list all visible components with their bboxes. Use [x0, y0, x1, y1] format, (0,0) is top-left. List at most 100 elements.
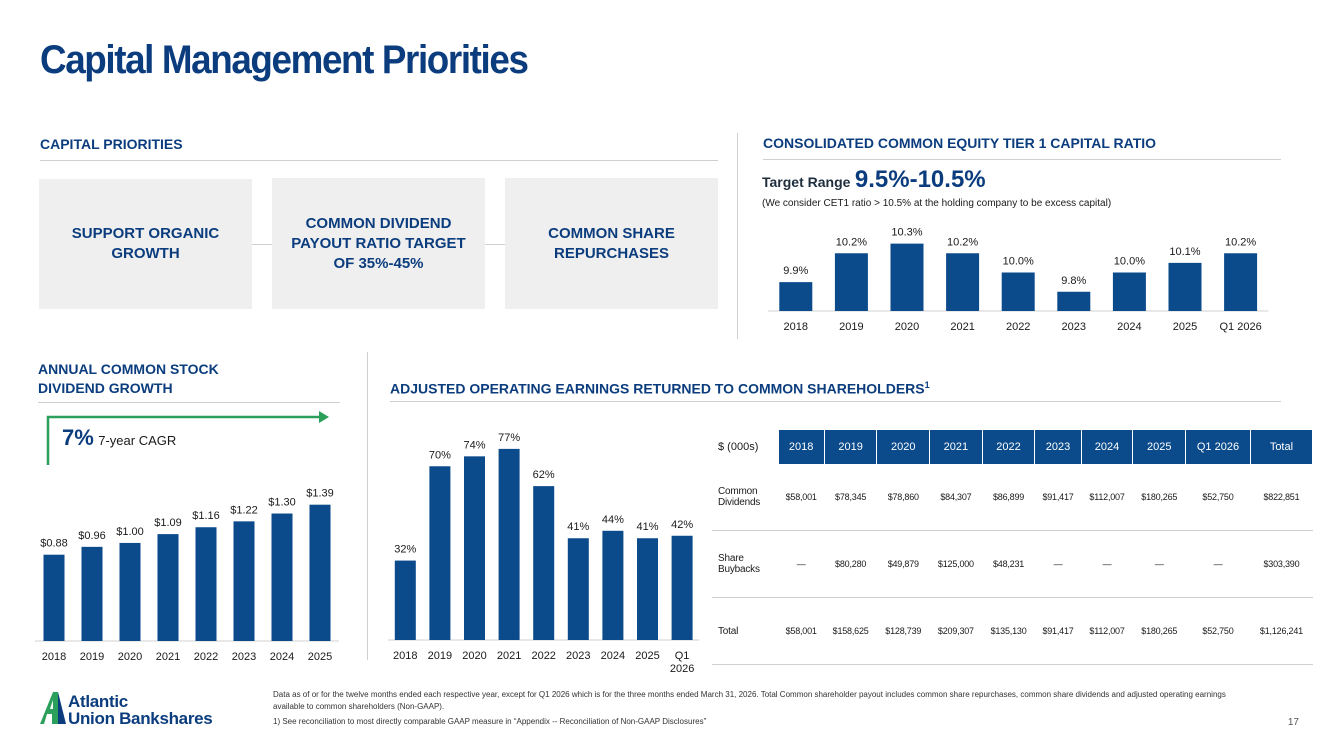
table-cell: $52,750 — [1185, 464, 1251, 531]
dividend-heading-line1: ANNUAL COMMON STOCK — [38, 361, 219, 377]
table-cell: $135,130 — [982, 597, 1035, 665]
table-row: Common Dividends $58,001 $78,345 $78,860 $84… — [712, 464, 1313, 531]
table-cell: $112,007 — [1081, 464, 1133, 531]
x-tick-label: 2019 — [80, 651, 104, 663]
bar — [271, 513, 293, 641]
table-cell: $52,750 — [1185, 597, 1251, 665]
bar-value-label: $1.00 — [116, 526, 144, 538]
column-header: 2021 — [929, 430, 983, 464]
logo-line1: Atlantic — [68, 692, 128, 711]
priority-label: SUPPORT ORGANIC GROWTH — [71, 225, 220, 262]
x-tick-label: Q1 2026 — [1219, 321, 1261, 333]
bar — [834, 253, 868, 311]
cet1-chart: 9.9% 2018 10.2% 2019 10.3% 2020 10.2% 2021 10.0%… — [768, 227, 1269, 333]
table-cell: — — [1034, 530, 1082, 598]
x-tick-label: 2025 — [635, 650, 659, 662]
bar-value-label: $1.09 — [154, 517, 182, 529]
priority-label: COMMON DIVIDEND PAYOUT RATIO TARGET OF 3… — [291, 214, 466, 272]
bar — [43, 554, 65, 641]
column-header: Total — [1250, 430, 1314, 464]
table-cell: $822,851 — [1250, 464, 1313, 531]
bar — [464, 456, 485, 640]
x-tick-label: 2020 — [895, 321, 919, 333]
bar — [779, 282, 813, 311]
column-header: 2024 — [1081, 430, 1134, 464]
bar-value-label: $1.16 — [192, 510, 220, 522]
table-cell: $91,417 — [1034, 464, 1082, 531]
table-row: Share Buybacks — $80,280 $49,879 $125,000 $48… — [712, 530, 1313, 598]
x-tick-label: 2018 — [393, 650, 417, 662]
table-cell: $180,265 — [1132, 597, 1186, 665]
logo-line2: Union Bankshares — [68, 709, 213, 728]
bar-value-label: 44% — [602, 514, 624, 526]
footnote-line1: Data as of or for the twelve months ende… — [273, 690, 1226, 711]
x-tick-label: 2022 — [194, 651, 218, 663]
bar — [890, 243, 924, 311]
bar-value-label: 9.8% — [1061, 275, 1086, 287]
table-cell: $128,739 — [876, 597, 930, 665]
table-cell: — — [1185, 530, 1251, 598]
x-tick-label: 2018 — [784, 321, 808, 333]
table-cell: $58,001 — [778, 597, 825, 665]
x-tick-label: 2020 — [462, 650, 486, 662]
table-cell: $48,231 — [982, 530, 1035, 598]
priority-box-organic-growth: SUPPORT ORGANIC GROWTH — [39, 179, 252, 309]
x-tick-label: 2025 — [308, 651, 332, 663]
bar-value-label: 77% — [498, 432, 520, 444]
table-cell: — — [1132, 530, 1186, 598]
table-cell: — — [778, 530, 825, 598]
bar — [671, 535, 693, 640]
x-tick-label: 2021 — [950, 321, 974, 333]
table-cell: $84,307 — [929, 464, 983, 531]
bar-value-label: 42% — [671, 519, 693, 531]
priority-label: COMMON SHARE REPURCHASES — [548, 224, 675, 262]
target-range: Target Range 9.5%-10.5% — [762, 166, 986, 194]
bar — [533, 486, 555, 640]
priority-box-share-repurchases: COMMON SHARE REPURCHASES — [505, 178, 718, 309]
earnings-table: $ (000s) 2018 2019 2020 2021 2022 2023 2024 2025… — [712, 430, 1314, 665]
target-range-value: 9.5%-10.5% — [854, 166, 986, 193]
earnings-heading: ADJUSTED OPERATING EARNINGS RETURNED TO … — [390, 376, 930, 399]
x-tick-label: 2022 — [1006, 321, 1030, 333]
table-cell: $125,000 — [929, 530, 983, 598]
bar-value-label: $0.96 — [78, 530, 106, 542]
earnings-heading-text: ADJUSTED OPERATING EARNINGS RETURNED TO … — [390, 380, 925, 397]
x-tick-label: 2021 — [156, 651, 180, 663]
table-cell: $158,625 — [824, 597, 877, 665]
x-tick-label: 2019 — [839, 321, 863, 333]
bar — [602, 530, 624, 640]
column-header: 2023 — [1034, 430, 1082, 464]
table-cell: Common Dividends — [712, 464, 778, 531]
table-cell: Total — [712, 597, 778, 665]
x-tick-label: 2023 — [232, 651, 256, 663]
divider — [40, 160, 718, 161]
table-body: Common Dividends $58,001 $78,345 $78,860 $84… — [712, 464, 1313, 665]
capital-priorities-heading: CAPITAL PRIORITIES — [40, 136, 183, 152]
bar-value-label: $1.22 — [230, 504, 258, 516]
table-cell: $112,007 — [1081, 597, 1133, 665]
bar-value-label: 10.0% — [1114, 256, 1145, 268]
column-header: 2025 — [1132, 430, 1187, 464]
x-tick-label: Q1 — [675, 650, 690, 662]
bar-value-label: 10.3% — [891, 227, 922, 239]
bar — [1112, 272, 1146, 311]
table-cell: $80,280 — [824, 530, 877, 598]
column-header: 2018 — [778, 430, 825, 464]
bar — [498, 448, 520, 640]
cagr-value: 7% — [62, 425, 94, 450]
cagr-label: 7-year CAGR — [98, 433, 177, 448]
logo-mark-icon — [40, 692, 66, 724]
cagr: 7% 7-year CAGR — [62, 425, 176, 451]
x-tick-label: 2021 — [497, 650, 521, 662]
footnote: Data as of or for the twelve months ende… — [273, 689, 1233, 728]
bar — [429, 466, 451, 640]
x-tick-label: 2018 — [42, 651, 66, 663]
bar-value-label: 10.2% — [836, 236, 867, 248]
x-tick-label: 2024 — [601, 650, 625, 662]
divider — [737, 133, 738, 339]
bar-value-label: 70% — [429, 449, 451, 461]
x-tick-label: 2020 — [118, 651, 142, 663]
x-tick-label: 2023 — [1062, 321, 1086, 333]
column-header: $ (000s) — [712, 430, 779, 464]
divider — [38, 402, 340, 403]
